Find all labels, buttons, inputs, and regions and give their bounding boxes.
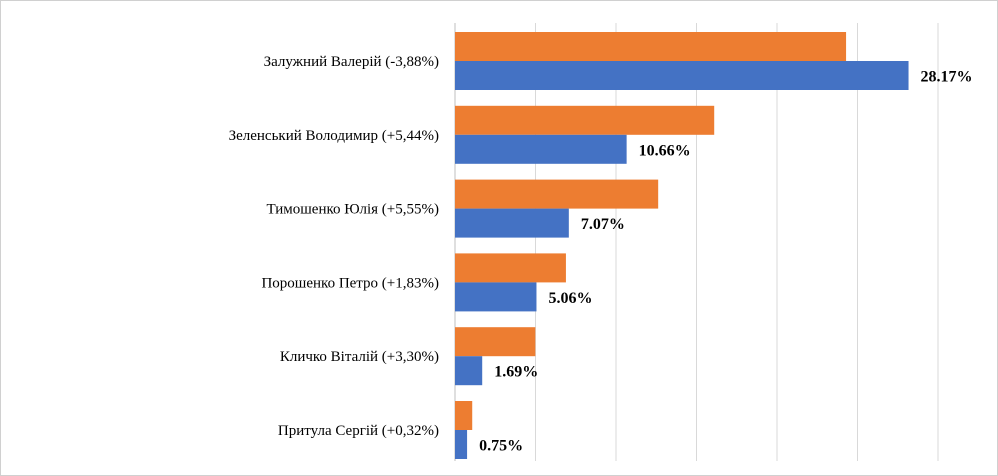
category-label-6: Притула Сергій (+0,32%) bbox=[278, 423, 439, 439]
bar-series1-6 bbox=[455, 401, 473, 430]
bar-series1-1 bbox=[455, 32, 847, 61]
value-label-3: 7.07% bbox=[581, 216, 625, 233]
category-label-5: Кличко Віталій (+3,30%) bbox=[280, 349, 439, 365]
bar-series2-3 bbox=[455, 208, 569, 238]
category-label-4: Порошенко Петро (+1,83%) bbox=[261, 275, 439, 291]
value-label-4: 5.06% bbox=[548, 290, 592, 307]
bar-series2-2 bbox=[455, 134, 627, 164]
bar-series1-3 bbox=[455, 179, 659, 209]
bar-series2-6 bbox=[455, 430, 468, 459]
category-label-2: Зеленський Володимир (+5,44%) bbox=[229, 128, 439, 144]
bar-series1-5 bbox=[455, 327, 536, 357]
value-label-6: 0.75% bbox=[479, 438, 523, 455]
value-label-5: 1.69% bbox=[494, 364, 538, 381]
value-label-2: 10.66% bbox=[639, 142, 691, 159]
value-labels: 28.17% 10.66% 7.07% 5.06% 1.69% 0.75% bbox=[479, 69, 972, 455]
category-labels: Залужний Валерій (-3,88%) Зеленський Воло… bbox=[229, 54, 439, 439]
bar-series1-2 bbox=[455, 105, 715, 135]
category-label-3: Тимошенко Юлія (+5,55%) bbox=[266, 202, 439, 218]
bar-series2-4 bbox=[455, 282, 537, 312]
grid-lines bbox=[454, 23, 939, 461]
bar-series1-4 bbox=[455, 253, 566, 283]
category-label-1: Залужний Валерій (-3,88%) bbox=[264, 54, 439, 70]
bar-series2-1 bbox=[455, 61, 909, 90]
value-label-1: 28.17% bbox=[921, 69, 973, 86]
bars bbox=[455, 32, 909, 459]
bar-series2-5 bbox=[455, 356, 483, 386]
